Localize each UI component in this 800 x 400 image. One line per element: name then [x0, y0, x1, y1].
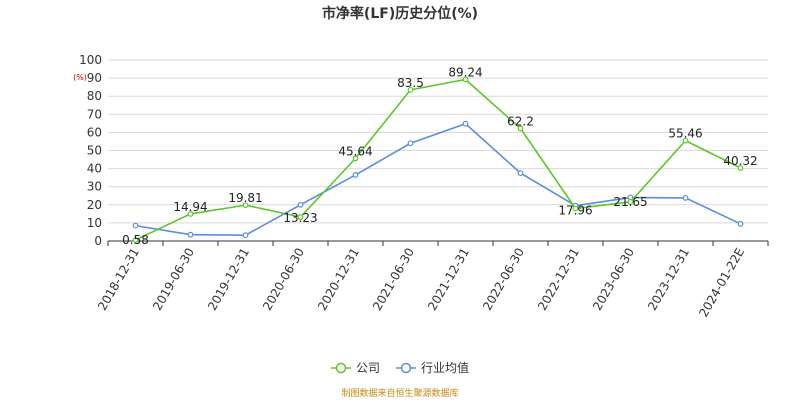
x-tick-label: 2022-12-31	[535, 246, 582, 313]
data-point[interactable]	[407, 86, 414, 93]
x-tick-label: 2018-12-31	[95, 246, 142, 313]
y-tick-label: 50	[87, 144, 102, 158]
data-point[interactable]	[132, 222, 139, 229]
y-tick-label: 90	[87, 71, 102, 85]
x-tick-label: 2023-06-30	[590, 246, 637, 313]
data-point[interactable]	[297, 214, 304, 220]
data-point[interactable]	[682, 195, 689, 201]
data-label: 40.32	[723, 154, 757, 168]
y-tick-label: 30	[87, 180, 102, 194]
gridlines	[108, 59, 768, 224]
data-point[interactable]	[187, 211, 194, 217]
data-point[interactable]	[352, 155, 359, 162]
data-point[interactable]	[517, 125, 524, 132]
series-layer: 0.58 14.94 19.81 13.23 45.64 83.5 89.24 62.2 17.…	[122, 65, 758, 246]
legend-marker	[335, 362, 347, 374]
data-point[interactable]	[242, 202, 249, 209]
data-label: 45.64	[338, 144, 372, 158]
legend-item-0[interactable]: 公司	[331, 361, 380, 375]
data-point[interactable]	[572, 205, 579, 212]
data-label: 19.81	[228, 191, 262, 205]
y-tick-label: 40	[87, 162, 102, 176]
data-label: 13.23	[283, 211, 317, 225]
data-point[interactable]	[132, 237, 139, 243]
data-point[interactable]	[462, 76, 469, 83]
series-line	[135, 122, 741, 237]
source-note: 制图数据来自恒生聚源数据库	[341, 387, 458, 399]
series-0	[132, 76, 744, 243]
y-tick-label: 20	[87, 198, 102, 212]
y-tick-label: 60	[87, 125, 102, 139]
data-point[interactable]	[627, 198, 634, 205]
data-point[interactable]	[517, 170, 524, 177]
legend-item-1[interactable]: 行业均值	[396, 360, 469, 375]
data-label: 14.94	[173, 200, 207, 214]
legend[interactable]: 公司 行业均值	[331, 360, 469, 375]
data-label: 83.5	[397, 76, 424, 90]
y-tick-label: 0	[94, 234, 102, 248]
y-tick-label: 70	[87, 107, 102, 121]
data-label: 17.96	[558, 203, 592, 217]
data-point[interactable]	[737, 220, 744, 227]
y-tick-label: 10	[87, 216, 102, 230]
x-tick-label: 2021-06-30	[370, 246, 417, 313]
data-label: 0.58	[122, 233, 149, 247]
x-tick-label: 2019-12-31	[205, 246, 252, 313]
data-point[interactable]	[297, 201, 304, 208]
data-point[interactable]	[462, 120, 469, 127]
x-tick-label: 2024-01-22E	[696, 246, 747, 320]
x-tick-label: 2022-06-30	[480, 246, 527, 313]
y-tick-label: 80	[87, 89, 102, 103]
data-point[interactable]	[682, 137, 689, 144]
legend-label: 公司	[356, 361, 380, 375]
data-label: 55.46	[668, 127, 702, 141]
data-point[interactable]	[242, 232, 249, 239]
data-point[interactable]	[737, 165, 744, 171]
x-tick-label: 2023-12-31	[645, 246, 692, 313]
data-point[interactable]	[352, 172, 359, 178]
data-label: 21.65	[613, 195, 647, 209]
legend-marker	[400, 362, 412, 374]
series-line	[135, 78, 741, 241]
data-point[interactable]	[407, 140, 414, 147]
data-label: 62.2	[507, 114, 534, 128]
chart-title: 市净率(LF)历史分位(%)	[322, 5, 478, 22]
data-label: 89.24	[448, 65, 482, 79]
x-tick-label: 2021-12-31	[425, 246, 472, 313]
legend-label: 行业均值	[421, 360, 469, 375]
x-tick-label: 2020-06-30	[260, 246, 307, 313]
y-unit-label: (%)	[73, 73, 87, 82]
x-tick-label: 2019-06-30	[150, 246, 197, 313]
y-tick-label: 100	[79, 53, 102, 67]
data-point[interactable]	[187, 231, 194, 238]
x-tick-label: 2020-12-31	[315, 246, 362, 313]
